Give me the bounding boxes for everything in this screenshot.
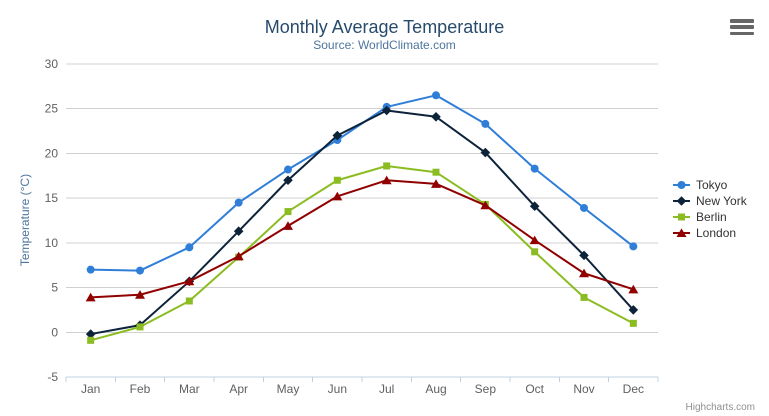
x-axis-label: Aug xyxy=(425,382,446,396)
y-axis-label: 25 xyxy=(45,102,59,116)
data-point-london[interactable] xyxy=(332,191,343,201)
data-point-berlin[interactable] xyxy=(136,323,144,331)
data-point-london[interactable] xyxy=(184,276,195,286)
data-point-new-york[interactable] xyxy=(628,305,639,315)
berlin-marker-icon[interactable] xyxy=(678,213,685,221)
data-point-new-york[interactable] xyxy=(480,147,491,158)
data-point-london[interactable] xyxy=(85,292,96,302)
london-legend-marker-icon xyxy=(673,228,690,237)
series-line-london xyxy=(89,179,635,299)
legend-label: Tokyo xyxy=(696,178,728,192)
y-axis-label: 0 xyxy=(51,325,58,339)
x-axis-label: Dec xyxy=(623,382,644,396)
data-point-berlin[interactable] xyxy=(87,336,95,344)
data-point-berlin[interactable] xyxy=(580,293,588,301)
data-point-tokyo[interactable] xyxy=(530,164,539,173)
chart-title: Monthly Average Temperature xyxy=(264,17,505,37)
legend-label: Berlin xyxy=(696,210,727,224)
series-new-york[interactable] xyxy=(85,105,639,339)
y-axis-label: 15 xyxy=(45,191,59,205)
series-line-new-york xyxy=(89,109,635,336)
legend-item-tokyo[interactable]: Tokyo xyxy=(673,177,747,193)
credits-link[interactable]: Highcharts.com xyxy=(685,402,755,413)
data-point-tokyo[interactable] xyxy=(481,119,490,128)
data-point-london[interactable] xyxy=(431,179,441,188)
hamburger-menu-icon xyxy=(730,19,754,23)
x-axis-label: Sep xyxy=(475,382,497,396)
x-axis-label: Jul xyxy=(379,382,394,396)
data-point-new-york[interactable] xyxy=(283,175,293,186)
data-point-new-york[interactable] xyxy=(233,226,244,237)
data-point-london[interactable] xyxy=(480,200,491,210)
data-point-new-york[interactable] xyxy=(579,250,589,261)
tokyo-legend-marker-icon xyxy=(673,181,690,189)
x-axis-label: Oct xyxy=(525,382,544,396)
chart-subtitle: Source: WorldClimate.com xyxy=(313,38,456,52)
x-axis-label: Apr xyxy=(229,382,248,396)
data-point-new-york[interactable] xyxy=(431,111,441,122)
data-point-tokyo[interactable] xyxy=(284,165,292,174)
hamburger-menu-icon xyxy=(730,31,754,35)
data-point-london[interactable] xyxy=(233,251,244,261)
data-point-london[interactable] xyxy=(628,284,639,294)
data-point-berlin[interactable] xyxy=(432,168,440,176)
series-line-tokyo xyxy=(89,94,635,272)
y-axis-label: 5 xyxy=(51,281,58,295)
data-point-tokyo[interactable] xyxy=(185,243,194,252)
series-london[interactable] xyxy=(85,175,639,302)
data-point-london[interactable] xyxy=(135,290,145,299)
legend: Tokyo New York Berlin London xyxy=(673,177,747,241)
series-line-berlin xyxy=(89,164,635,342)
new-york-marker-icon[interactable] xyxy=(676,196,687,206)
data-point-new-york[interactable] xyxy=(85,329,96,339)
data-point-tokyo[interactable] xyxy=(432,91,440,100)
legend-label: New York xyxy=(696,194,747,208)
legend-item-london[interactable]: London xyxy=(673,225,747,241)
data-point-tokyo[interactable] xyxy=(86,265,95,274)
data-point-tokyo[interactable] xyxy=(580,203,588,212)
legend-label: London xyxy=(696,226,737,240)
legend-item-new-york[interactable]: New York xyxy=(673,193,747,209)
legend-item-berlin[interactable]: Berlin xyxy=(673,209,747,225)
x-axis-label: Jun xyxy=(328,382,347,396)
data-point-berlin[interactable] xyxy=(333,176,341,184)
data-point-berlin[interactable] xyxy=(284,208,292,216)
data-point-berlin[interactable] xyxy=(629,319,637,327)
series-tokyo[interactable] xyxy=(86,91,638,275)
x-axis-label: Mar xyxy=(179,382,200,396)
data-point-new-york[interactable] xyxy=(332,130,343,141)
data-point-new-york[interactable] xyxy=(381,105,392,116)
x-axis-label: Feb xyxy=(130,382,151,396)
y-axis-label: -5 xyxy=(47,370,58,384)
data-point-berlin[interactable] xyxy=(383,162,391,170)
x-axis-label: May xyxy=(277,382,300,396)
data-point-london[interactable] xyxy=(283,221,293,230)
new-york-legend-marker-icon xyxy=(673,196,690,206)
data-point-berlin[interactable] xyxy=(531,248,539,256)
x-axis-label: Nov xyxy=(573,382,594,396)
tokyo-marker-icon[interactable] xyxy=(677,181,686,189)
y-axis-label: 30 xyxy=(45,57,59,71)
data-point-london[interactable] xyxy=(579,268,589,278)
data-point-new-york[interactable] xyxy=(529,201,540,211)
data-point-london[interactable] xyxy=(529,235,540,245)
data-point-tokyo[interactable] xyxy=(234,198,243,207)
export-menu-button[interactable] xyxy=(730,19,754,35)
data-point-london[interactable] xyxy=(381,175,392,185)
y-axis-label: 20 xyxy=(45,146,59,160)
data-point-berlin[interactable] xyxy=(185,297,193,305)
y-axis-title: Temperature (°C) xyxy=(18,173,32,267)
london-marker-icon[interactable] xyxy=(676,228,687,237)
berlin-legend-marker-icon xyxy=(673,213,690,221)
data-point-tokyo[interactable] xyxy=(136,266,144,275)
data-point-tokyo[interactable] xyxy=(629,242,638,251)
y-axis-label: 10 xyxy=(45,236,59,250)
hamburger-menu-icon xyxy=(730,25,754,29)
x-axis-label: Jan xyxy=(81,382,100,396)
